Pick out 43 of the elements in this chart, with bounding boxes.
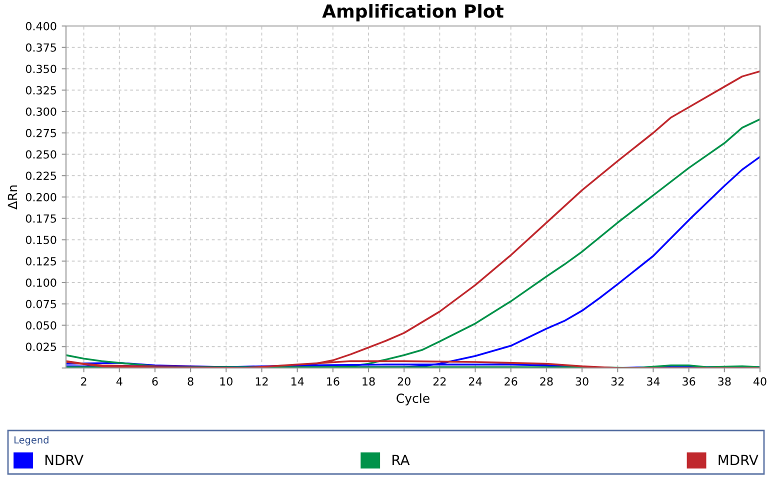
x-tick-label: 12: [256, 377, 268, 386]
chart-title: Amplification Plot: [322, 4, 504, 22]
y-tick-label: 0.075: [26, 300, 56, 308]
y-tick-label: 0.250: [26, 150, 56, 159]
x-tick-label: 38: [718, 377, 731, 386]
x-tick-label: 30: [576, 377, 588, 386]
y-tick-label: 0.050: [26, 321, 56, 330]
y-tick-label: 0.300: [26, 107, 56, 116]
y-tick-label: 0.225: [26, 172, 56, 180]
y-tick-label: 0.100: [26, 278, 56, 287]
x-tick-label: 32: [611, 377, 624, 386]
y-tick-label: 0.275: [26, 128, 56, 138]
x-axis-title: Cycle: [396, 393, 430, 406]
x-tick-label: 34: [647, 377, 660, 386]
x-tick-label: 8: [188, 377, 194, 386]
x-tick-label: 10: [220, 377, 232, 386]
x-tick-label: 22: [433, 377, 446, 386]
x-tick-label: 2: [81, 377, 86, 386]
x-tick-label: 18: [362, 377, 375, 386]
y-tick-label: 0.025: [26, 342, 56, 352]
y-tick-label: 0.350: [26, 64, 56, 74]
y-tick-label: 0.375: [26, 43, 56, 52]
y-tick-label: 0.400: [26, 22, 56, 30]
legend-label: NDRV: [45, 454, 84, 466]
x-tick-label: 26: [504, 377, 518, 386]
y-tick-label: 0.125: [26, 257, 56, 266]
y-tick-label: 0.325: [26, 86, 56, 95]
x-tick-label: 14: [291, 377, 304, 386]
x-tick-label: 24: [469, 377, 482, 386]
y-axis-title: ΔRn: [8, 185, 18, 210]
legend-title: Legend: [14, 436, 48, 446]
y-tick-label: 0.200: [26, 192, 56, 202]
x-tick-label: 4: [116, 377, 122, 386]
x-tick-label: 40: [753, 377, 766, 386]
x-tick-label: 28: [540, 377, 553, 386]
legend-label: RA: [392, 454, 410, 466]
legend-label: MDRV: [718, 454, 758, 466]
x-tick-label: 20: [398, 377, 410, 386]
x-tick-label: 36: [682, 377, 696, 386]
y-tick-label: 0.150: [26, 236, 56, 244]
x-tick-label: 6: [152, 377, 158, 386]
x-tick-label: 16: [327, 377, 340, 386]
y-tick-label: 0.175: [26, 214, 56, 223]
